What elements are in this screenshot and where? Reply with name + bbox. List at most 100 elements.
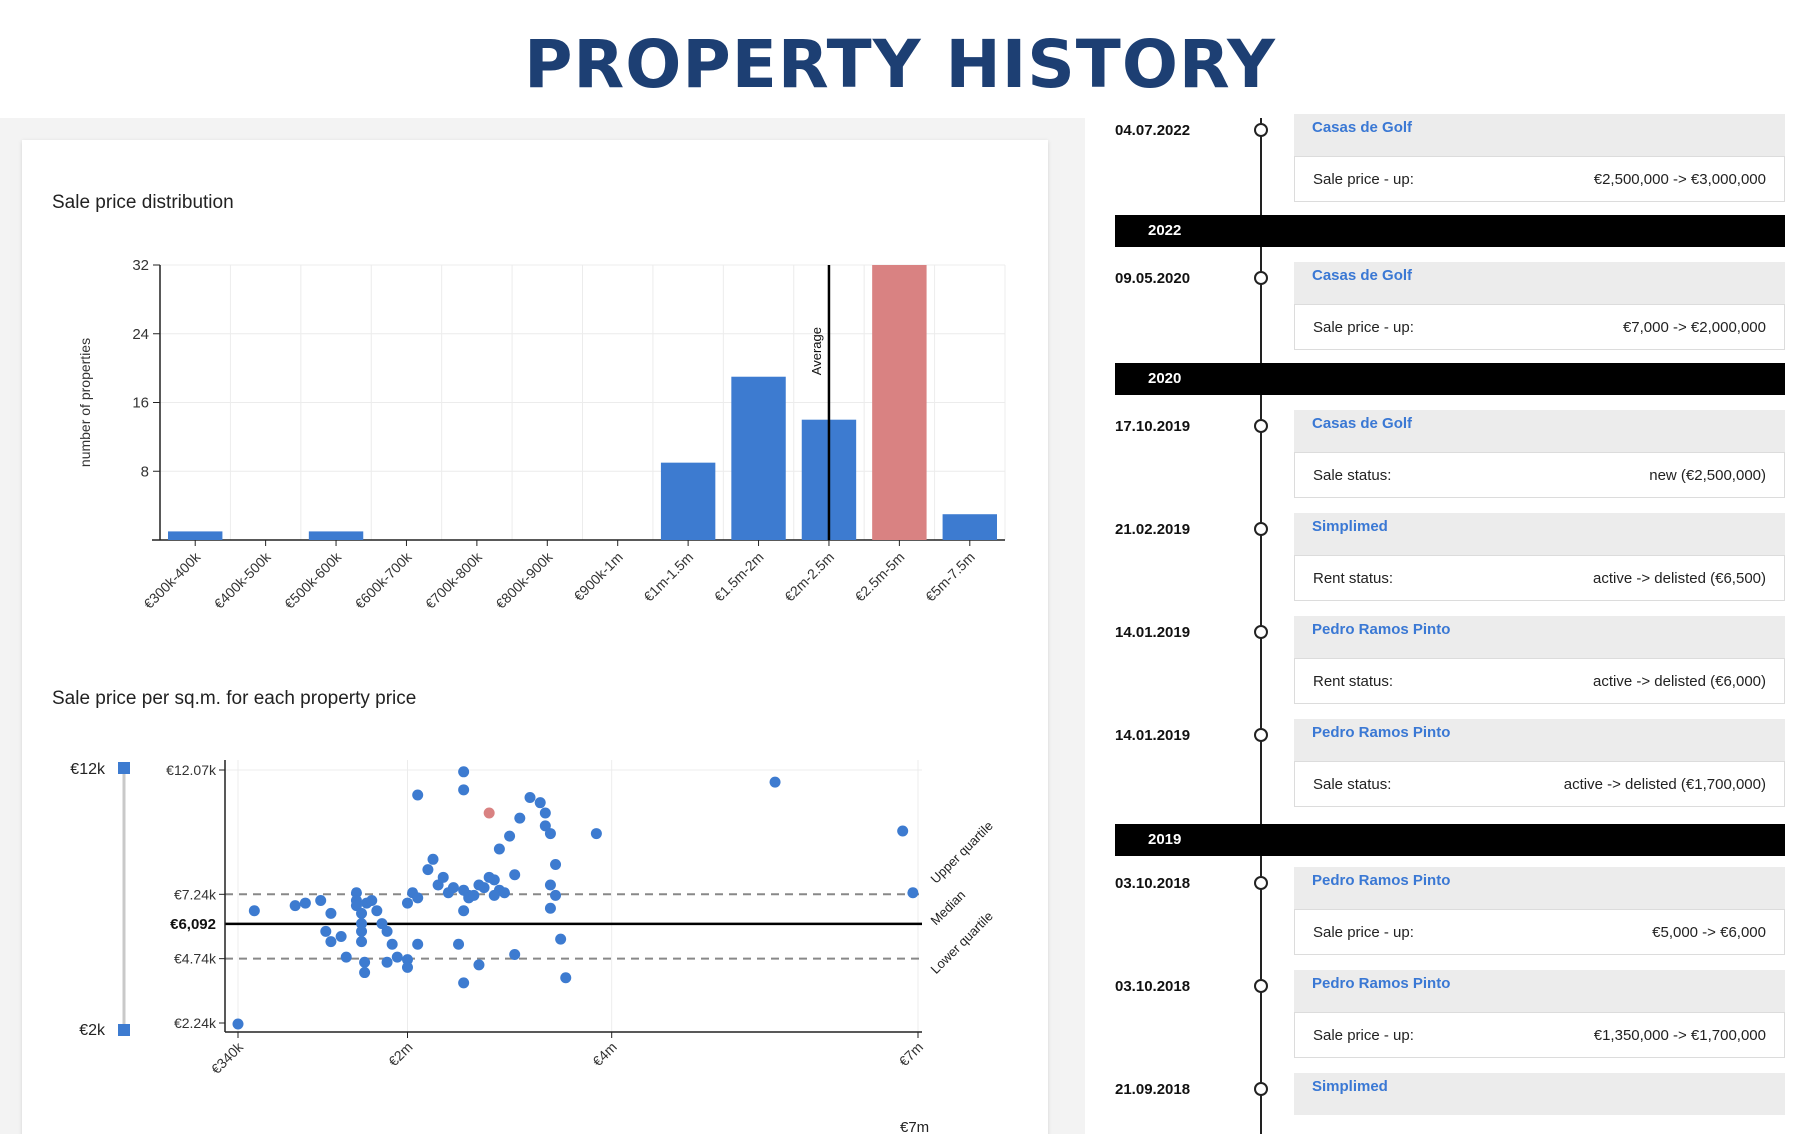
scatter-point <box>897 825 909 837</box>
timeline-change-value: €2,500,000 -> €3,000,000 <box>1593 170 1766 188</box>
price-per-sqm-scatter-chart: €12k €2k €12.07k €7.24k €4.74k €2.24k €6,092 €3… <box>70 760 996 1134</box>
timeline-agency-link[interactable]: Pedro Ramos Pinto <box>1294 867 1785 909</box>
median-value-label: €6,092 <box>170 916 216 933</box>
scatter-point <box>509 949 521 961</box>
scatter-point <box>356 907 368 919</box>
x-tick-label: €1m-1.5m <box>640 549 696 605</box>
timeline-agency-link[interactable]: Simplimed <box>1294 513 1785 555</box>
scatter-point <box>498 887 510 899</box>
timeline-agency-link[interactable]: Pedro Ramos Pinto <box>1294 616 1785 658</box>
timeline-node-icon <box>1254 979 1268 993</box>
range-slider-top-label: €12k <box>70 761 106 778</box>
range-slider-bottom-handle <box>118 1024 130 1036</box>
timeline-agency-link[interactable]: Casas de Golf <box>1294 262 1785 304</box>
y-tick-label: €7.24k <box>174 886 217 902</box>
x-tick-label: €600k-700k <box>352 548 416 612</box>
timeline-node-icon <box>1254 1082 1268 1096</box>
scatter-point <box>550 889 562 901</box>
scatter-point <box>432 879 444 891</box>
timeline-event-card[interactable]: Pedro Ramos Pinto Sale status: active -> d… <box>1294 719 1785 807</box>
scatter-point <box>458 905 470 917</box>
y-tick-label: €2.24k <box>174 1015 217 1031</box>
x-tick-label: €900k-1m <box>570 549 625 604</box>
scatter-point <box>422 864 434 876</box>
x-axis-extra-label: €7m <box>900 1119 929 1134</box>
scatter-point <box>325 907 337 919</box>
scatter-point <box>325 936 337 948</box>
scatter-point <box>381 956 393 968</box>
scatter-point <box>356 936 368 948</box>
timeline-event-card[interactable]: Pedro Ramos Pinto Rent status: active -> d… <box>1294 616 1785 704</box>
y-tick-label: 16 <box>132 395 149 412</box>
scatter-point <box>350 887 362 899</box>
timeline-date: 21.02.2019 <box>1115 521 1191 538</box>
timeline-change-label: Sale status: <box>1313 466 1392 484</box>
timeline-change-label: Sale price - up: <box>1313 923 1414 941</box>
y-tick-label: 24 <box>132 326 149 343</box>
timeline-event-card[interactable]: Simplimed Rent status: active -> delisted … <box>1294 513 1785 601</box>
timeline-agency-link[interactable]: Simplimed <box>1294 1073 1785 1115</box>
scatter-point <box>412 892 424 904</box>
timeline-node-icon <box>1254 271 1268 285</box>
timeline-event-card[interactable]: Pedro Ramos Pinto Sale price - up: €5,000 … <box>1294 867 1785 955</box>
timeline-event-card[interactable]: Casas de Golf Sale status: new (€2,500,000… <box>1294 410 1785 498</box>
scatter-point <box>544 879 556 891</box>
range-slider-bottom-label: €2k <box>79 1022 106 1039</box>
timeline-change-row: Sale status: new (€2,500,000) <box>1294 452 1785 498</box>
timeline-node-icon <box>1254 123 1268 137</box>
scatter-point <box>248 905 260 917</box>
x-tick-label: €300k-400k <box>140 548 204 612</box>
timeline-event-card[interactable]: Simplimed <box>1294 1073 1785 1115</box>
timeline-agency-link[interactable]: Pedro Ramos Pinto <box>1294 719 1785 761</box>
timeline-node-icon <box>1254 876 1268 890</box>
x-tick-label: €2m <box>385 1039 416 1070</box>
x-tick-label: €4m <box>589 1039 620 1070</box>
timeline-date: 21.09.2018 <box>1115 1081 1191 1098</box>
timeline-date: 14.01.2019 <box>1115 624 1191 641</box>
sale-price-distribution-chart: 8 16 24 32 number of properties €300k-400k €40… <box>77 257 1006 612</box>
timeline-event-card[interactable]: Casas de Golf Sale price - up: €2,500,000 … <box>1294 114 1785 202</box>
page-title: PROPERTY HISTORY <box>524 26 1276 103</box>
timeline-agency-link[interactable]: Casas de Golf <box>1294 410 1785 452</box>
timeline-change-value: active -> delisted (€1,700,000) <box>1563 775 1766 793</box>
x-tick-label: €2.5m-5m <box>852 549 908 605</box>
scatter-point <box>412 789 424 801</box>
bar <box>308 531 364 540</box>
scatter-point <box>458 766 470 778</box>
scatter-point <box>371 905 383 917</box>
y-tick-label: 32 <box>132 257 149 274</box>
scatter-point <box>366 894 378 906</box>
timeline-event-card[interactable]: Pedro Ramos Pinto Sale price - up: €1,350,… <box>1294 970 1785 1058</box>
timeline-change-label: Sale status: <box>1313 775 1392 793</box>
scatter-point <box>907 887 919 899</box>
timeline-agency-link[interactable]: Casas de Golf <box>1294 114 1785 156</box>
timeline-agency-link[interactable]: Pedro Ramos Pinto <box>1294 970 1785 1012</box>
timeline-change-label: Sale price - up: <box>1313 170 1414 188</box>
scatter-point <box>504 830 516 842</box>
scatter-point <box>340 951 352 963</box>
x-tick-label: €800k-900k <box>492 548 556 612</box>
timeline-node-icon <box>1254 728 1268 742</box>
highlighted-property-point <box>483 807 495 819</box>
scatter-point <box>539 807 551 819</box>
scatter-point <box>458 784 470 796</box>
scatter-point <box>289 900 301 912</box>
bar <box>731 376 786 540</box>
timeline-change-value: active -> delisted (€6,500) <box>1592 569 1766 587</box>
scatter-point <box>447 882 459 894</box>
timeline-change-row: Sale status: active -> delisted (€1,700,0… <box>1294 761 1785 807</box>
timeline-change-row: Rent status: active -> delisted (€6,500) <box>1294 555 1785 601</box>
x-tick-label: €500k-600k <box>281 548 345 612</box>
timeline-date: 04.07.2022 <box>1115 122 1191 139</box>
timeline-event-card[interactable]: Casas de Golf Sale price - up: €7,000 -> €… <box>1294 262 1785 350</box>
timeline-change-row: Sale price - up: €5,000 -> €6,000 <box>1294 909 1785 955</box>
timeline-change-label: Sale price - up: <box>1313 1026 1414 1044</box>
y-axis-label: number of properties <box>77 338 93 467</box>
timeline-node-icon <box>1254 625 1268 639</box>
x-tick-label: €5m-7.5m <box>922 549 978 605</box>
timeline-change-row: Rent status: active -> delisted (€6,000) <box>1294 658 1785 704</box>
y-tick-label: €4.74k <box>174 951 217 967</box>
scatter-point <box>401 897 413 909</box>
timeline-panel: 04.07.2022 Casas de Golf Sale price - up: €… <box>1085 114 1800 1134</box>
timeline-change-value: €7,000 -> €2,000,000 <box>1622 318 1766 336</box>
